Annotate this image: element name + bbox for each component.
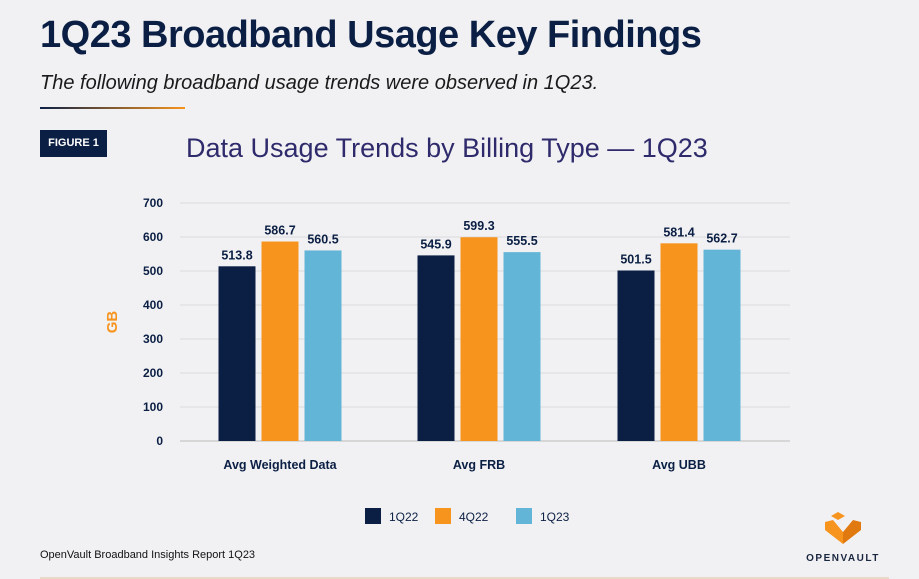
y-axis-label: GB [104,311,121,334]
bar-1Q23 [304,250,342,441]
x-tick-label: Avg Weighted Data [223,458,337,472]
page-subtitle: The following broadband usage trends wer… [40,72,599,94]
data-label: 581.4 [663,225,694,239]
logo-icon [825,512,861,544]
page-title: 1Q23 Broadband Usage Key Findings [40,14,702,56]
footer-source: OpenVault Broadband Insights Report 1Q23 [40,549,256,561]
legend-swatch [516,508,532,524]
bottom-rule [40,577,889,579]
legend-swatch [435,508,451,524]
data-label: 599.3 [463,219,494,233]
openvault-logo: OPENVAULT [798,510,888,564]
y-tick-label: 600 [143,230,163,244]
data-label: 555.5 [506,234,537,248]
y-tick-label: 400 [143,298,163,312]
y-tick-label: 700 [143,196,163,210]
legend-label: 4Q22 [459,510,489,524]
figure-label: FIGURE 1 [40,130,107,157]
y-tick-label: 500 [143,264,163,278]
legend-label: 1Q23 [540,510,570,524]
chart-title: Data Usage Trends by Billing Type — 1Q23 [186,133,708,163]
data-label: 586.7 [264,224,295,238]
bar-4Q22 [660,243,698,441]
bar-1Q22 [218,266,256,441]
data-label: 560.5 [307,232,338,246]
data-label: 545.9 [420,237,451,251]
divider [40,107,185,109]
bar-1Q23 [703,249,741,441]
logo-text: OPENVAULT [806,553,880,564]
bar-1Q22 [617,270,655,441]
data-label: 562.7 [706,232,737,246]
data-label: 513.8 [221,248,252,262]
data-label: 501.5 [620,252,651,266]
y-tick-label: 300 [143,332,163,346]
y-tick-label: 100 [143,400,163,414]
y-tick-label: 0 [156,434,163,448]
bar-1Q22 [417,255,455,441]
bar-4Q22 [460,237,498,441]
legend-swatch [365,508,381,524]
bar-4Q22 [261,241,299,441]
legend-label: 1Q22 [389,510,419,524]
y-tick-label: 200 [143,366,163,380]
x-tick-label: Avg UBB [652,458,706,472]
x-tick-label: Avg FRB [453,458,505,472]
bar-1Q23 [503,252,541,441]
